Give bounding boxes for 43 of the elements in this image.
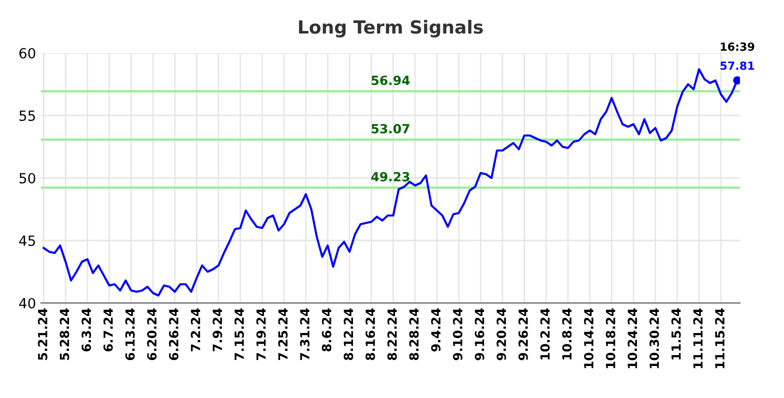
- x-tick-label: 11.5.24: [671, 308, 681, 360]
- x-tick-label: 9.26.24: [518, 308, 528, 360]
- x-tick-label: 9.16.24: [474, 308, 484, 360]
- x-tick-label: 8.22.24: [387, 308, 397, 360]
- x-tick-label: 5.21.24: [38, 308, 48, 360]
- x-tick-label: 6.13.24: [125, 308, 135, 360]
- x-tick-label: 8.16.24: [366, 308, 376, 360]
- x-tick-label: 8.28.24: [409, 308, 419, 360]
- x-tick-label: 7.9.24: [212, 308, 222, 352]
- x-tick-label: 6.3.24: [82, 308, 92, 352]
- ref-line-label: 53.07: [372, 124, 410, 134]
- y-tick-label: 60: [19, 48, 36, 58]
- x-tick-label: 7.31.24: [300, 308, 310, 360]
- x-tick-label: 9.20.24: [496, 308, 506, 360]
- x-tick-label: 10.24.24: [628, 308, 638, 368]
- x-tick-label: 5.28.24: [60, 308, 70, 360]
- ref-line-label: 56.94: [372, 76, 410, 86]
- y-tick-label: 40: [19, 298, 36, 308]
- y-tick-label: 45: [19, 236, 35, 246]
- x-tick-label: 8.6.24: [322, 308, 332, 352]
- x-tick-label: 10.30.24: [650, 308, 659, 368]
- x-tick-label: 6.26.24: [168, 308, 178, 360]
- x-tick-label: 10.2.24: [540, 308, 550, 360]
- x-tick-label: 10.8.24: [562, 308, 572, 360]
- x-tick-label: 7.15.24: [234, 308, 244, 360]
- x-tick-label: 9.10.24: [452, 308, 462, 360]
- x-tick-label: 10.18.24: [606, 308, 616, 368]
- y-tick-label: 55: [20, 110, 35, 121]
- ref-line-label: 49.23: [371, 172, 410, 182]
- x-tick-label: 9.4.24: [431, 308, 441, 352]
- x-tick-label: 8.12.24: [344, 308, 354, 360]
- x-tick-label: 7.2.24: [190, 308, 200, 352]
- annotation: 57.81: [720, 61, 754, 70]
- text: 16:39: [720, 42, 754, 51]
- x-tick-label: 6.7.24: [103, 308, 113, 352]
- x-tick-label: 10.14.24: [584, 308, 594, 368]
- chart-title: Long Term Signals: [299, 20, 483, 38]
- x-tick-label: 11.11.24: [693, 308, 702, 368]
- x-tick-label: 7.19.24: [256, 308, 266, 360]
- x-tick-label: 11.15.24: [715, 308, 725, 368]
- x-tick-label: 7.25.24: [278, 308, 288, 360]
- x-tick-label: 6.20.24: [147, 308, 157, 360]
- y-tick-label: 50: [20, 172, 36, 184]
